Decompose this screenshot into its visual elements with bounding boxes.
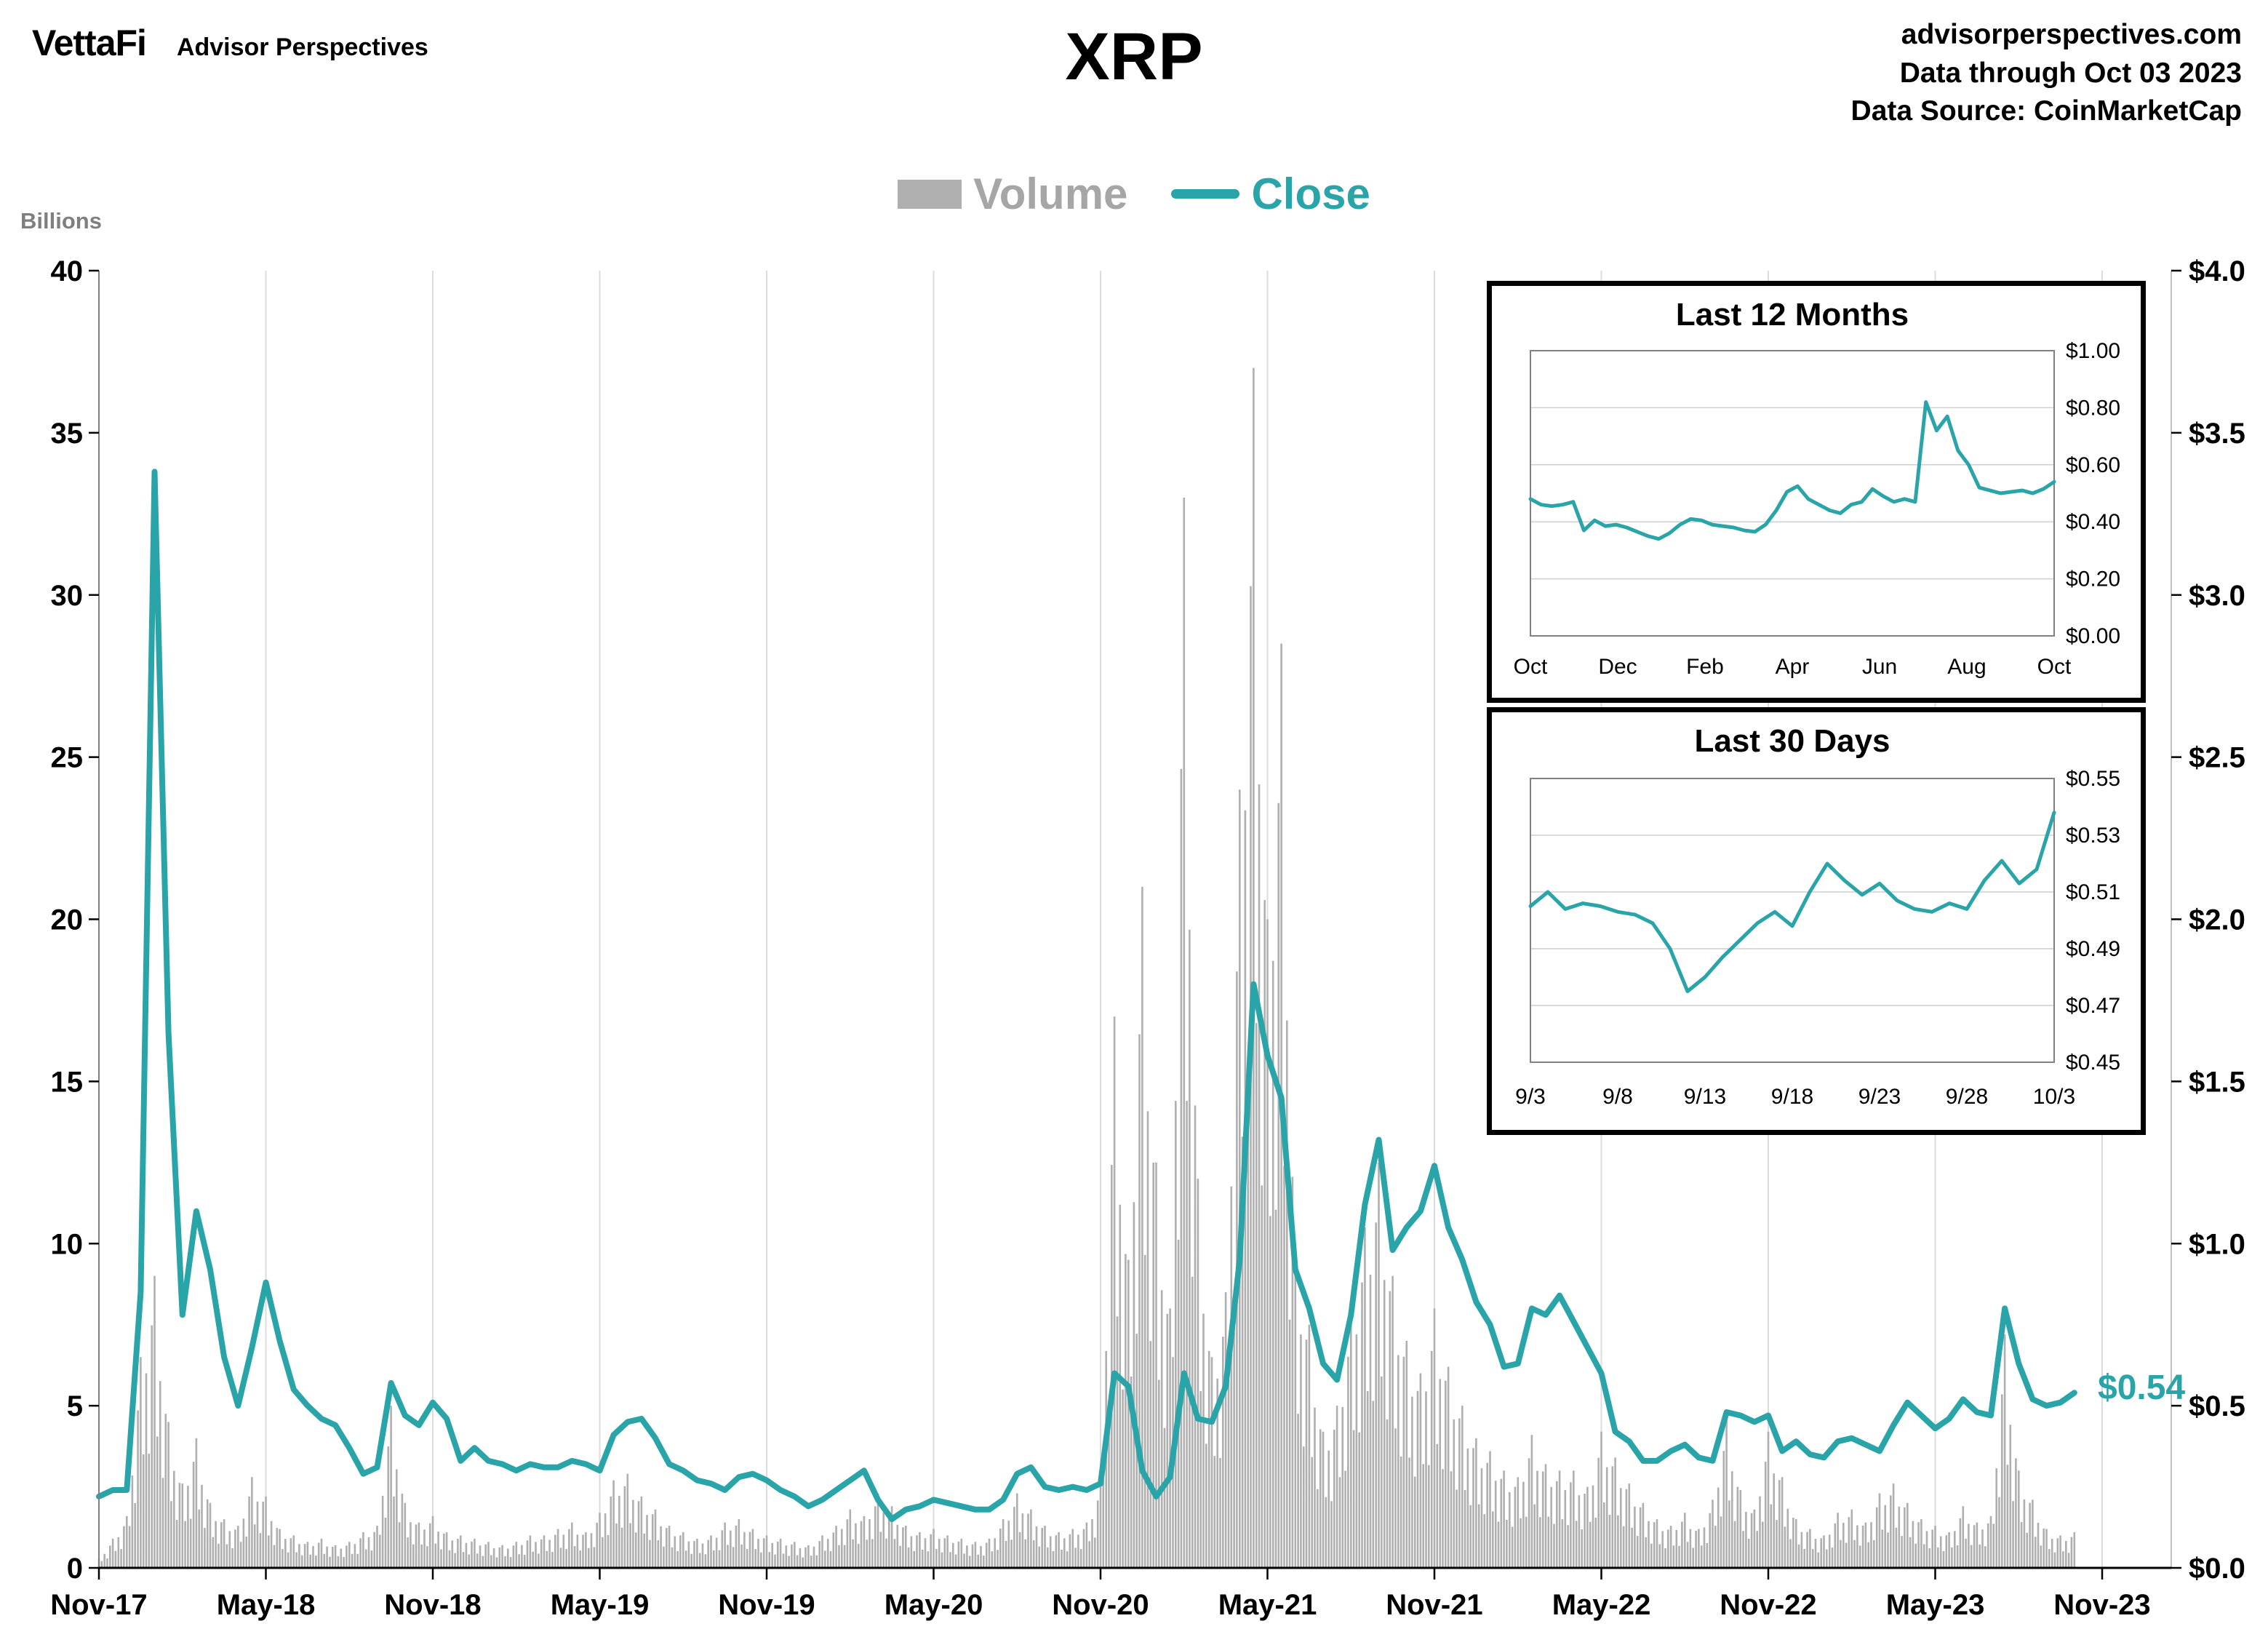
axis-tick-label: $0.40 — [2066, 510, 2120, 534]
inset-last-12-months-title: Last 12 Months — [1675, 297, 1909, 332]
axis-tick-label: 9/23 — [1858, 1085, 1901, 1109]
axis-tick-label: $0.55 — [2066, 767, 2120, 791]
data-through-date: Data through Oct 03 2023 — [1899, 57, 2242, 89]
last-12-months-chart: $0.00 $0.20 $0.40 $0.60 $0.80 $1.00 Oct Dec Feb A… — [1487, 281, 2146, 703]
page-title: XRP — [1065, 20, 1203, 94]
axis-tick-label: Nov-17 — [50, 1589, 147, 1621]
axis-tick-label: Feb — [1686, 655, 1724, 679]
last-price-annotation: $0.54 — [2098, 1369, 2186, 1407]
inset-border — [1487, 281, 2146, 703]
vettafi-logo: VettaFi — [32, 23, 147, 63]
axis-tick-label: $1.0 — [2189, 1228, 2245, 1260]
data-source: Data Source: CoinMarketCap — [1850, 95, 2242, 127]
source-block: advisorperspectives.com Data through Oct… — [1851, 16, 2242, 131]
main-axes: 0 5 10 15 20 25 30 35 40 $0.0 $0.5 $1.0 $1.5 $2.0 $2.5… — [50, 255, 2245, 1621]
axis-tick-label: $0.45 — [2066, 1051, 2120, 1075]
axis-tick-label: 25 — [51, 742, 84, 774]
axis-tick-label: 20 — [51, 904, 84, 936]
volume-legend-swatch — [898, 179, 962, 209]
close-price-line — [96, 469, 2077, 1523]
axis-tick-label: 9/8 — [1602, 1085, 1633, 1109]
inset-last-30-days: $0.45 $0.47 $0.49 $0.51 $0.53 $0.55 9/3 9/8 9/13… — [1487, 707, 2146, 1135]
axis-tick-label: $3.0 — [2189, 580, 2245, 612]
axis-tick-label: $1.00 — [2066, 339, 2120, 363]
left-axis-title: Billions — [20, 208, 102, 234]
axis-tick-label: $0.51 — [2066, 880, 2120, 904]
axis-tick-label: Nov-19 — [718, 1589, 815, 1621]
axis-tick-label: Nov-18 — [384, 1589, 481, 1621]
axis-tick-label: $0.47 — [2066, 994, 2120, 1018]
axis-tick-label: Nov-23 — [2053, 1589, 2150, 1621]
axis-tick-label: 9/3 — [1515, 1085, 1546, 1109]
axis-tick-label: $0.0 — [2189, 1553, 2245, 1585]
logo-subtitle: Advisor Perspectives — [176, 33, 428, 61]
axis-tick-label: May-23 — [1886, 1589, 1985, 1621]
inset-close-line — [1528, 810, 2056, 993]
axis-tick-label: May-21 — [1218, 1589, 1317, 1621]
axis-tick-label: $0.49 — [2066, 937, 2120, 961]
axis-tick-label: 9/13 — [1684, 1085, 1726, 1109]
axis-tick-label: $0.80 — [2066, 396, 2120, 420]
inset-close-line — [1528, 400, 2056, 541]
axis-tick-label: $3.5 — [2189, 418, 2245, 450]
logo-row: VettaFi Advisor Perspectives — [32, 22, 428, 64]
axis-tick-label: 40 — [51, 255, 84, 287]
axis-tick-label: 10 — [51, 1228, 84, 1260]
axis-tick-label: $0.53 — [2066, 824, 2120, 848]
axis-tick-label: $2.0 — [2189, 904, 2245, 936]
axis-tick-label: $4.0 — [2189, 255, 2245, 287]
axis-tick-label: 9/18 — [1771, 1085, 1813, 1109]
axis-tick-label: May-19 — [551, 1589, 650, 1621]
axis-tick-label: $0.20 — [2066, 567, 2120, 592]
last-30-days-chart: $0.45 $0.47 $0.49 $0.51 $0.53 $0.55 9/3 9/8 9/13… — [1487, 707, 2146, 1135]
axis-tick-label: $0.00 — [2066, 624, 2120, 648]
axis-tick-label: May-20 — [885, 1589, 983, 1621]
axis-tick-label: $0.60 — [2066, 453, 2120, 477]
axis-tick-label: 10/3 — [2033, 1085, 2075, 1109]
axis-tick-label: 5 — [67, 1390, 83, 1422]
axis-tick-label: Jun — [1862, 655, 1897, 679]
inset-last-30-days-title: Last 30 Days — [1694, 723, 1890, 759]
axis-tick-label: Apr — [1776, 655, 1810, 679]
axis-tick-label: Oct — [2037, 655, 2072, 679]
inset-border — [1487, 707, 2146, 1135]
axis-tick-label: 0 — [67, 1553, 83, 1585]
inset-grid: $0.45 $0.47 $0.49 $0.51 $0.53 $0.55 9/3 9/8 9/13… — [1515, 767, 2120, 1109]
legend: Volume Close — [0, 169, 2268, 219]
axis-tick-label: Nov-22 — [1720, 1589, 1816, 1621]
source-website: advisorperspectives.com — [1901, 19, 2242, 50]
axis-tick-label: 9/28 — [1946, 1085, 1988, 1109]
axis-tick-label: May-22 — [1552, 1589, 1651, 1621]
close-legend-label: Close — [1251, 170, 1370, 218]
close-legend-swatch — [1171, 189, 1240, 199]
axis-tick-label: Aug — [1947, 655, 1986, 679]
axis-tick-label: May-18 — [217, 1589, 316, 1621]
axis-tick-label: $0.5 — [2189, 1390, 2245, 1422]
volume-legend-label: Volume — [973, 170, 1128, 218]
axis-tick-label: 30 — [51, 580, 84, 612]
inset-grid: $0.00 $0.20 $0.40 $0.60 $0.80 $1.00 Oct Dec Feb A… — [1514, 339, 2120, 679]
axis-tick-label: Oct — [1514, 655, 1548, 679]
axis-tick-label: 15 — [51, 1066, 84, 1098]
axis-tick-label: Nov-21 — [1386, 1589, 1482, 1621]
inset-last-12-months: $0.00 $0.20 $0.40 $0.60 $0.80 $1.00 Oct Dec Feb A… — [1487, 281, 2146, 703]
axis-tick-label: 35 — [51, 418, 84, 450]
axis-tick-label: Dec — [1598, 655, 1637, 679]
axis-tick-label: $1.5 — [2189, 1066, 2245, 1098]
axis-tick-label: Nov-20 — [1052, 1589, 1149, 1621]
axis-tick-label: $2.5 — [2189, 742, 2245, 774]
